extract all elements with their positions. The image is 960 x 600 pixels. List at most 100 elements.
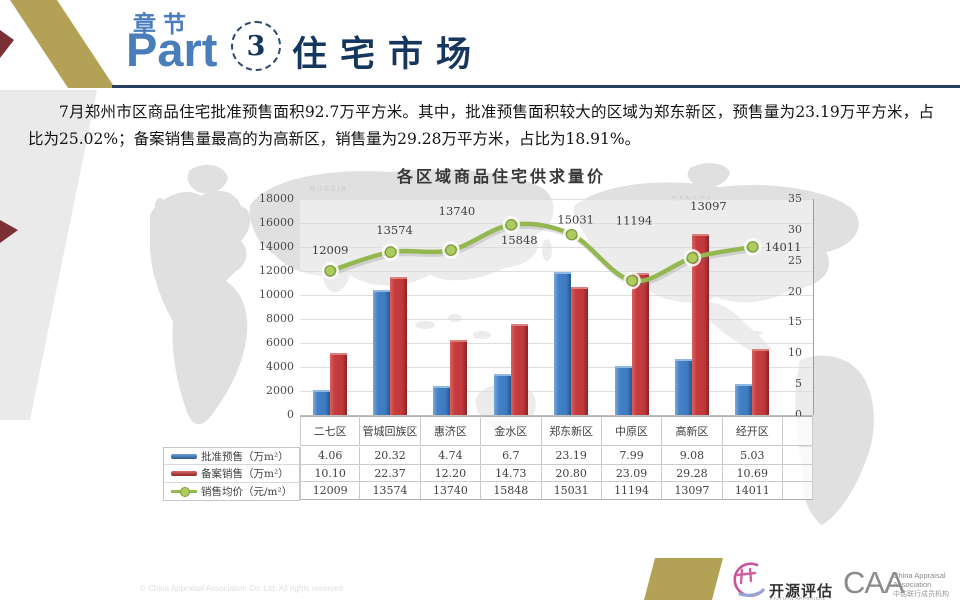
value-批准预售（万m²）-金水区: 6.7	[481, 447, 542, 465]
section-kicker: 章节	[133, 11, 193, 37]
category-label-惠济区: 惠济区	[420, 416, 482, 446]
value-批准预售（万m²）-经开区: 5.03	[722, 447, 783, 465]
value-销售均价（元/m²）-金水区: 15848	[481, 482, 542, 501]
value-销售均价（元/m²）-中原区: 11194	[601, 482, 663, 501]
value-备案销售（万m²）-惠济区: 12.20	[420, 464, 482, 483]
bar-blue-经开区	[735, 383, 753, 415]
bar-blue-中原区	[614, 365, 632, 415]
swatch-bar	[171, 470, 197, 476]
bar-red-高新区	[691, 234, 709, 415]
legend-备案销售（万m²）: 备案销售（万m²）	[164, 465, 299, 483]
bar-blue-管城回族区	[373, 289, 391, 415]
value-销售均价（元/m²）-郑东新区: 15031	[541, 482, 602, 501]
line-swatch-icon	[171, 486, 197, 497]
gridline	[300, 246, 813, 248]
section-number: 3	[246, 30, 266, 62]
legend-批准预售（万m²）: 批准预售（万m²）	[164, 448, 299, 466]
right-axis-label: 30	[788, 222, 802, 236]
value-row-spacer	[783, 464, 813, 483]
value-备案销售（万m²）-郑东新区: 20.80	[541, 464, 602, 483]
value-备案销售（万m²）-管城回族区: 22.37	[360, 464, 421, 483]
left-axis-label: 16000	[259, 216, 294, 229]
bar-swatch-icon	[171, 468, 197, 478]
bar-red-金水区	[510, 324, 528, 415]
value-备案销售（万m²）-高新区: 29.28	[662, 464, 723, 483]
caa-line2: Association	[893, 580, 932, 589]
category-label-高新区: 高新区	[662, 416, 723, 446]
value-销售均价（元/m²）-经开区: 14011	[722, 482, 783, 501]
legend-label: 批准预售（万m²）	[201, 450, 289, 463]
section-number-badge: 3	[231, 21, 281, 71]
bar-red-惠济区	[450, 339, 468, 415]
map-label-CANADA: CANADA	[672, 196, 714, 203]
left-axis-label: 6000	[266, 336, 294, 349]
gold-parallelogram-footer	[644, 558, 723, 600]
bar-red-管城回族区	[390, 276, 408, 415]
left-axis-label: 12000	[259, 264, 294, 277]
gray-band	[0, 90, 97, 420]
caa-chinese: 中估联行成员机构	[893, 591, 949, 598]
map-label-RUSSIA: RUSSIA	[310, 186, 349, 193]
gridline	[300, 222, 813, 224]
legend-label: 销售均价（元/m²）	[201, 485, 293, 498]
caa-logo-text: China Appraisal Association 中估联行成员机构	[893, 571, 949, 599]
category-label-中原区: 中原区	[601, 416, 663, 446]
gridline	[300, 414, 813, 416]
value-销售均价（元/m²）-高新区: 13097	[662, 482, 723, 501]
value-批准预售（万m²）-高新区: 9.08	[662, 447, 723, 465]
value-批准预售（万m²）-郑东新区: 23.19	[541, 447, 602, 465]
value-批准预售（万m²）-二七区: 4.06	[300, 447, 361, 465]
bar-red-二七区	[329, 352, 347, 415]
right-axis-label: 20	[788, 284, 802, 298]
chart-title: 各区域商品住宅供求量价	[396, 167, 606, 186]
value-批准预售（万m²）-中原区: 7.99	[601, 447, 663, 465]
kaiyuan-logo-sub: KAIYUAN APPRAISAL	[770, 596, 826, 600]
value-批准预售（万m²）-管城回族区: 20.32	[360, 447, 421, 465]
legend-label: 备案销售（万m²）	[201, 467, 289, 480]
category-row-spacer	[783, 416, 813, 446]
value-row-spacer	[783, 447, 813, 465]
value-销售均价（元/m²）-管城回族区: 13574	[360, 482, 421, 501]
right-axis-label: 0	[795, 408, 802, 421]
caa-line1: China Appraisal	[893, 571, 946, 580]
left-axis-label: 14000	[259, 240, 294, 253]
right-axis-label: 10	[788, 346, 802, 360]
right-axis-label: 15	[788, 315, 802, 329]
bar-red-郑东新区	[571, 286, 589, 415]
swatch-bar	[171, 453, 197, 459]
left-axis-label: 18000	[259, 192, 294, 205]
category-label-经开区: 经开区	[722, 416, 783, 446]
bar-blue-郑东新区	[554, 271, 572, 415]
value-销售均价（元/m²）-惠济区: 13740	[420, 482, 482, 501]
swatch-dot	[179, 486, 190, 497]
left-axis-label: 8000	[266, 312, 294, 325]
gold-parallelogram-top	[10, 0, 115, 88]
category-label-二七区: 二七区	[300, 416, 361, 446]
bar-red-经开区	[752, 349, 770, 415]
left-axis-label: 0	[287, 408, 294, 421]
value-备案销售（万m²）-中原区: 23.09	[601, 464, 663, 483]
left-axis-label: 10000	[259, 288, 294, 301]
kaiyuan-logo-name: 开源评估	[769, 582, 834, 600]
legend-销售均价（元/m²）: 销售均价（元/m²）	[164, 483, 299, 500]
value-row-spacer	[783, 482, 813, 501]
category-label-郑东新区: 郑东新区	[541, 416, 602, 446]
intro-paragraph: 7月郑州市区商品住宅批准预售面积92.7万平方米。其中，批准预售面积较大的区域为…	[28, 103, 934, 148]
right-axis-label: 5	[795, 377, 802, 391]
bar-blue-金水区	[493, 373, 511, 415]
chart-panel: 各区域商品住宅供求量价 0 2000 4000 6000 8000 10000 12000 1…	[162, 160, 815, 501]
right-axis-label: 25	[788, 253, 802, 267]
bar-swatch-icon	[171, 451, 197, 461]
caa-logo-initials: CAA	[843, 565, 905, 600]
value-备案销售（万m²）-二七区: 10.10	[300, 464, 361, 483]
bar-blue-惠济区	[433, 385, 451, 415]
left-axis-label: 4000	[266, 360, 294, 373]
category-label-管城回族区: 管城回族区	[360, 416, 421, 446]
maroon-triangle-top	[0, 30, 14, 58]
header-rule	[112, 85, 960, 88]
category-label-金水区: 金水区	[481, 416, 542, 446]
gridline	[300, 198, 813, 200]
page-title: 住宅市场	[292, 34, 485, 75]
copyright-text: © China Appraisal Association Co. Ltd. A…	[140, 584, 343, 593]
